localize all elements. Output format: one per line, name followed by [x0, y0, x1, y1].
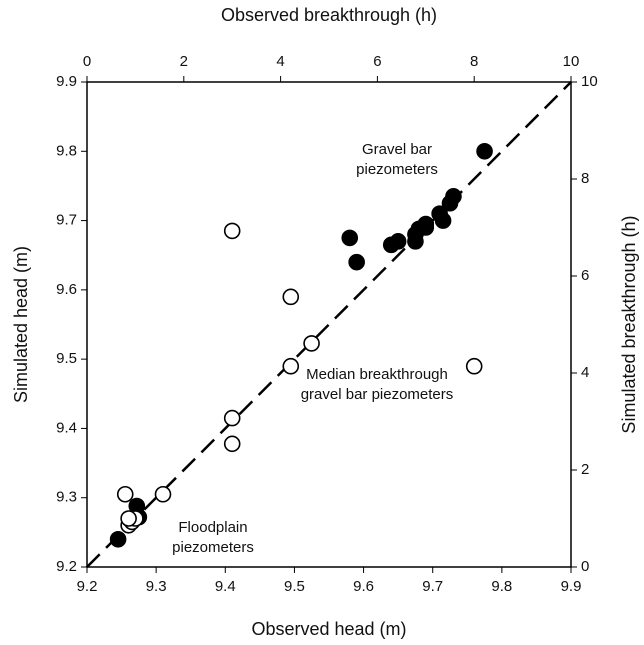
point: [303, 335, 320, 352]
point: [120, 510, 137, 527]
x2-tick-label: 6: [373, 53, 381, 70]
annotation: piezometers: [356, 161, 438, 178]
point: [417, 215, 435, 233]
x-axis-title: Observed head (m): [251, 619, 406, 639]
x2-tick-label: 10: [563, 53, 580, 70]
y-tick-label: 9.8: [56, 142, 77, 159]
x-tick-label: 9.5: [284, 578, 305, 595]
y-tick-label: 9.6: [56, 281, 77, 298]
y-tick-label: 9.9: [56, 73, 77, 90]
x-tick-label: 9.6: [353, 578, 374, 595]
point: [465, 357, 483, 375]
x2-tick-label: 4: [276, 53, 284, 70]
x2-tick-label: 2: [180, 53, 188, 70]
y-tick-label: 9.2: [56, 558, 77, 575]
annotation: Median breakthrough: [306, 366, 448, 383]
point: [445, 188, 462, 205]
point: [389, 233, 407, 250]
one-to-one-line: [86, 81, 572, 568]
annotation: piezometers: [172, 539, 254, 556]
y2-tick-label: 6: [581, 267, 589, 284]
y2-tick-label: 2: [581, 461, 589, 478]
annotation: gravel bar piezometers: [301, 386, 454, 403]
y2-tick-label: 0: [581, 558, 589, 575]
y-axis-title: Simulated head (m): [11, 246, 31, 403]
y-tick-label: 9.7: [56, 212, 77, 229]
y-tick-label: 9.5: [56, 350, 77, 367]
point: [223, 222, 241, 240]
point: [223, 409, 241, 427]
point: [223, 435, 241, 453]
y2-tick-label: 8: [581, 170, 589, 187]
point: [116, 485, 134, 503]
x-tick-label: 9.8: [491, 578, 512, 595]
point: [341, 229, 359, 247]
x2-tick-label: 8: [470, 53, 478, 70]
x-tick-label: 9.7: [422, 578, 443, 595]
point: [282, 288, 300, 306]
x-tick-label: 9.2: [77, 578, 98, 595]
y2-tick-label: 10: [581, 73, 598, 90]
point: [282, 357, 300, 375]
x2-axis-title: Observed breakthrough (h): [221, 5, 437, 25]
x-tick-label: 9.3: [146, 578, 167, 595]
annotation: Gravel bar: [362, 141, 432, 158]
point: [109, 530, 127, 548]
point: [154, 485, 172, 503]
y-tick-label: 9.4: [56, 419, 77, 436]
x-tick-label: 9.9: [561, 578, 582, 595]
point: [476, 142, 493, 160]
point: [434, 212, 452, 229]
annotation: Floodplain: [178, 519, 247, 536]
plot-frame: [86, 81, 572, 568]
x-tick-label: 9.4: [215, 578, 236, 595]
point: [348, 253, 365, 271]
y2-axis-title: Simulated breakthrough (h): [619, 215, 639, 433]
y-tick-label: 9.3: [56, 489, 77, 506]
y2-tick-label: 4: [581, 364, 589, 381]
x2-tick-label: 0: [83, 53, 91, 70]
